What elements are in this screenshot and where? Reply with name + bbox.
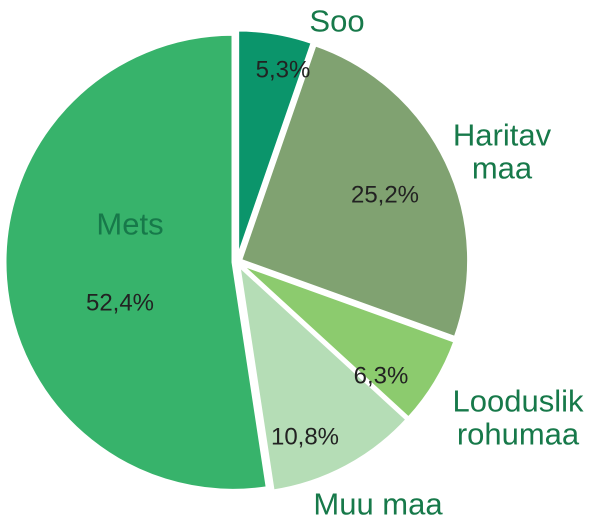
- category-label: Muu maa: [313, 486, 443, 522]
- category-label: Soo: [309, 3, 365, 39]
- value-label: 5,3%: [255, 56, 311, 84]
- pie-slice: [3, 32, 269, 492]
- pie-slice: [236, 28, 315, 259]
- value-label: 6,3%: [353, 362, 409, 390]
- category-label: Looduslik rohumaa: [452, 383, 584, 451]
- value-label: 10,8%: [270, 423, 340, 451]
- pie-slice: [239, 262, 457, 421]
- value-label: 52,4%: [85, 289, 155, 317]
- pie-slice: [236, 261, 410, 493]
- category-label: Mets: [96, 206, 164, 242]
- category-label: Haritav maa: [452, 117, 552, 185]
- value-label: 25,2%: [350, 181, 420, 209]
- pie-slice: [238, 42, 471, 340]
